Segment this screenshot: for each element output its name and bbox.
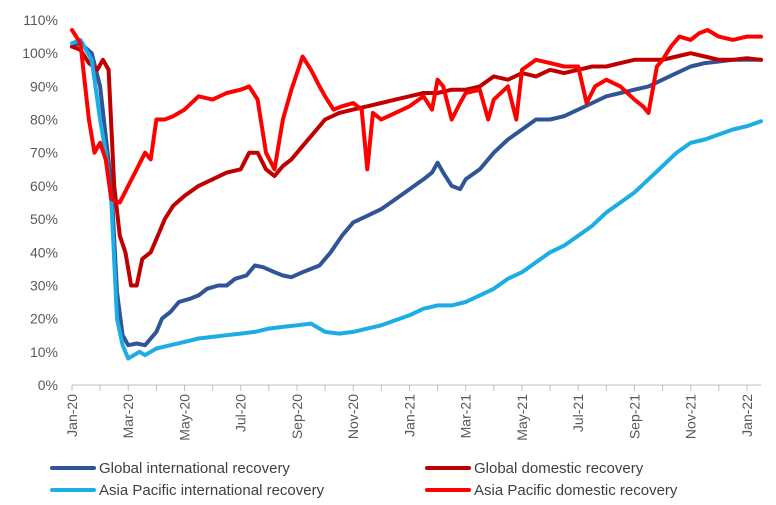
legend-label: Asia Pacific international recovery [99,482,325,499]
x-tick-label: Mar-20 [120,394,136,439]
y-tick-label: 60% [30,178,58,194]
x-tick-label: Jul-21 [570,394,586,432]
y-tick-label: 30% [30,277,58,293]
y-tick-label: 50% [30,211,58,227]
x-tick-label: May-20 [176,394,192,441]
x-tick-label: Jan-20 [64,394,80,437]
y-tick-label: 80% [30,112,58,128]
x-tick-label: Nov-21 [683,394,699,439]
y-tick-label: 40% [30,244,58,260]
x-tick-label: Nov-20 [345,394,361,439]
y-tick-label: 100% [22,45,58,61]
y-tick-label: 20% [30,311,58,327]
x-axis: Jan-20 Mar-20 May-20 Jul-20 Sep-20 Nov-20 Jan-… [64,384,761,441]
series-line-0 [70,41,763,348]
x-tick-label: Sep-21 [626,394,642,439]
x-tick-label: May-21 [514,394,530,441]
x-tick-label: Mar-21 [458,394,474,439]
series-line-2 [70,37,763,361]
x-tick-label: Jan-21 [401,394,417,437]
series-line-3 [70,28,763,205]
legend: Global international recovery Global dome… [50,460,678,499]
y-tick-label: 110% [23,12,58,28]
legend-label: Asia Pacific domestic recovery [474,482,678,499]
series-line-1 [70,44,763,288]
legend-label: Global international recovery [99,460,290,477]
x-tick-label: Jul-20 [233,394,249,432]
y-tick-label: 70% [30,145,58,161]
x-tick-label: Sep-20 [289,394,305,439]
y-axis: 0% 10% 20% 30% 40% 50% 60% 70% 80% 90% 100% 110% [22,12,58,393]
series-lines [70,28,763,361]
legend-label: Global domestic recovery [474,460,644,477]
y-tick-label: 10% [30,344,58,360]
y-tick-label: 90% [30,78,58,94]
y-tick-label: 0% [38,377,58,393]
x-tick-label: Jan-22 [739,394,755,437]
